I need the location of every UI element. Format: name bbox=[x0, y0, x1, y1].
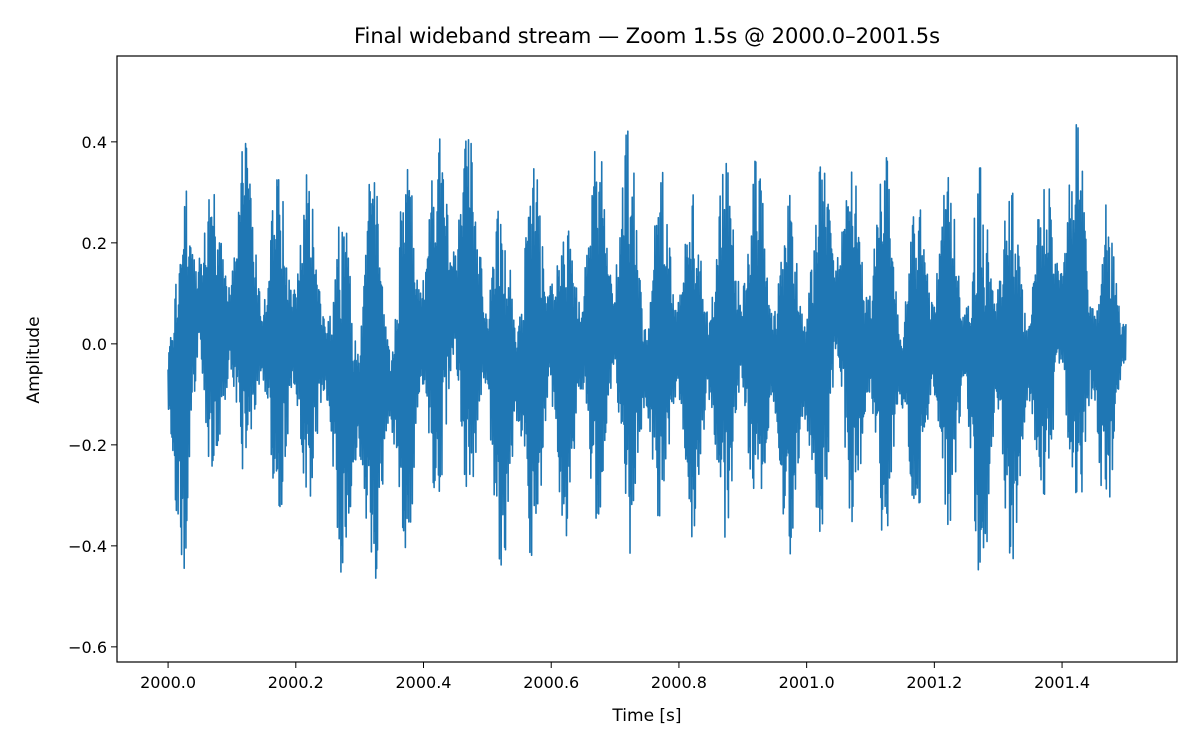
y-axis-label: Amplitude bbox=[24, 316, 44, 403]
plot-frame bbox=[116, 55, 1178, 663]
x-tick-label: 2000.6 bbox=[523, 673, 579, 692]
y-tick-label: 0.0 bbox=[82, 335, 107, 354]
y-tick-label: −0.6 bbox=[68, 638, 107, 657]
chart-title: Final wideband stream — Zoom 1.5s @ 2000… bbox=[354, 24, 940, 48]
x-tick-label: 2001.2 bbox=[906, 673, 962, 692]
x-tick-label: 2001.0 bbox=[779, 673, 835, 692]
x-axis: 2000.0 2000.2 2000.4 2000.6 2000.8 2001.0 2001… bbox=[140, 662, 1090, 692]
x-axis-label: Time [s] bbox=[611, 706, 681, 726]
x-tick-label: 2000.4 bbox=[396, 673, 452, 692]
x-tick-label: 2000.0 bbox=[140, 673, 196, 692]
series-line bbox=[167, 123, 1127, 579]
y-tick-label: 0.2 bbox=[82, 234, 107, 253]
y-tick-label: −0.2 bbox=[68, 436, 107, 455]
x-tick-label: 2000.8 bbox=[651, 673, 707, 692]
series-layer bbox=[167, 123, 1127, 579]
y-tick-label: −0.4 bbox=[68, 537, 107, 556]
x-tick-label: 2001.4 bbox=[1034, 673, 1090, 692]
y-tick-label: 0.4 bbox=[82, 133, 107, 152]
y-axis: 0.4 0.2 0.0 −0.2 −0.4 −0.6 bbox=[68, 133, 117, 657]
x-tick-label: 2000.2 bbox=[268, 673, 324, 692]
